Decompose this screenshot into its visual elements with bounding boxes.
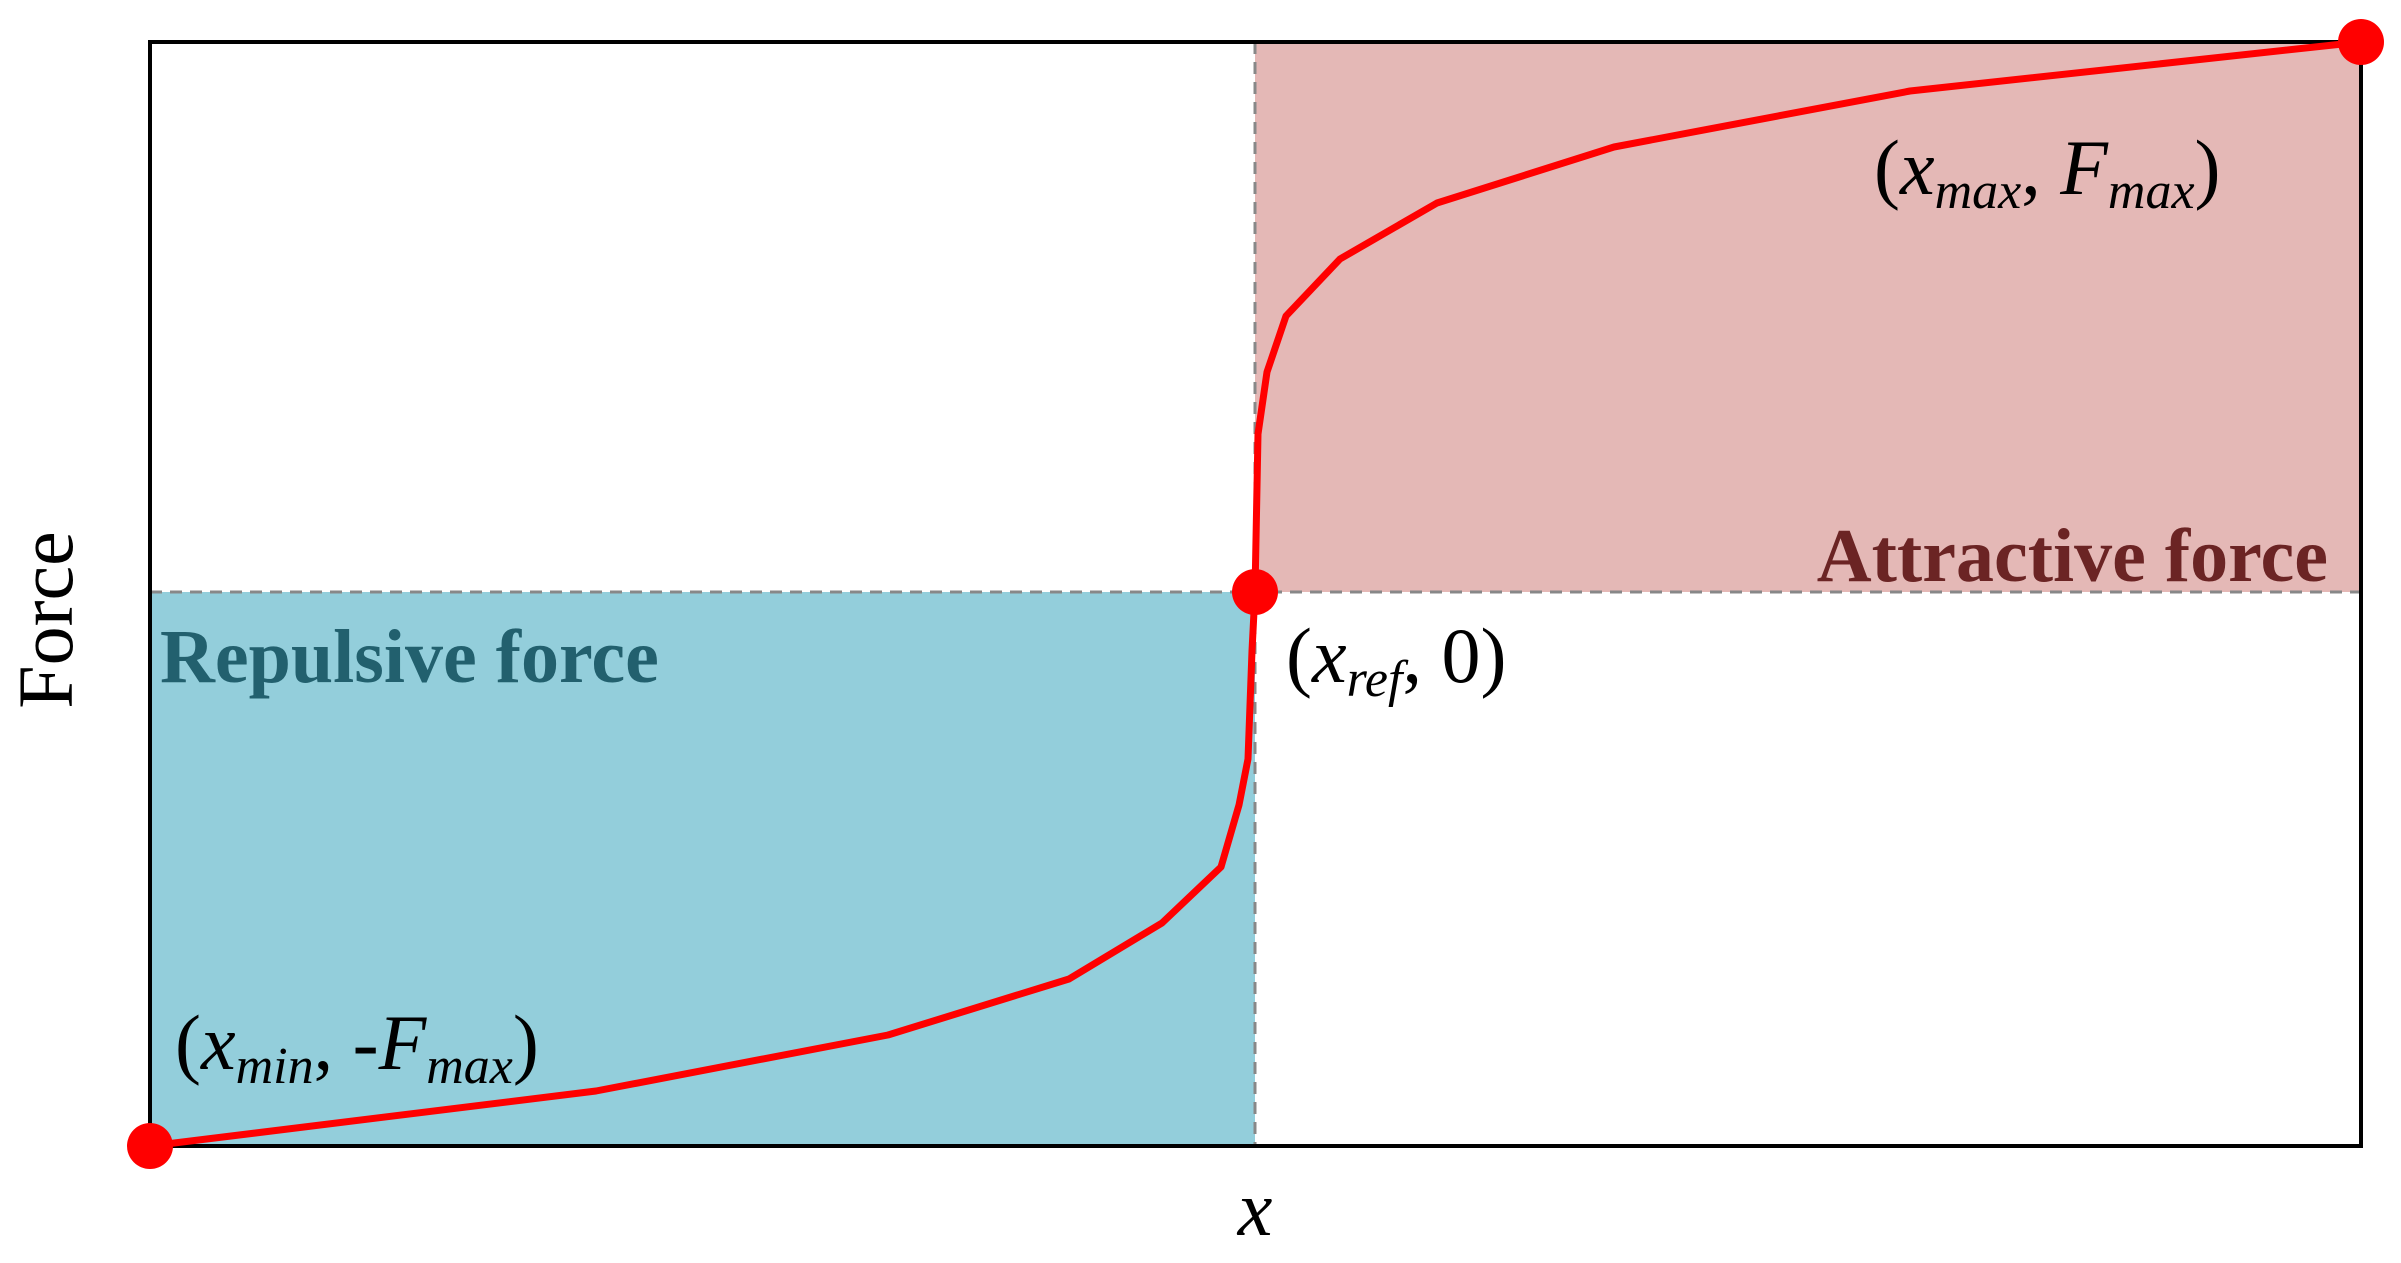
var: x: [200, 999, 236, 1086]
max-point: [2338, 19, 2384, 65]
separator: ,: [2021, 124, 2060, 211]
y-axis-label: Force: [2, 531, 89, 709]
min-point: [127, 1123, 173, 1169]
repulsive-region: [150, 592, 1255, 1146]
subscript: max: [2108, 163, 2195, 220]
paren: (: [175, 999, 201, 1086]
paren: ): [513, 999, 539, 1086]
var: F: [378, 999, 428, 1086]
attractive-region: [1255, 42, 2361, 592]
subscript: min: [236, 1038, 314, 1095]
x-axis-label: x: [1237, 1165, 1273, 1252]
var: x: [1899, 124, 1935, 211]
max-annotation: (xmax, Fmax): [1874, 124, 2221, 220]
paren: (: [1874, 124, 1900, 211]
min-annotation: (xmin, -Fmax): [175, 999, 539, 1095]
subscript: max: [426, 1038, 513, 1095]
force-curve: [149, 38, 2362, 1150]
repulsive-label: Repulsive force: [160, 615, 659, 699]
subscript: max: [1935, 163, 2022, 220]
attractive-label: Attractive force: [1817, 514, 2328, 598]
separator: , -: [314, 999, 379, 1086]
paren: ): [2195, 124, 2221, 211]
separator: , 0): [1402, 612, 1506, 699]
var: x: [1311, 612, 1347, 699]
subscript: ref: [1347, 651, 1409, 708]
ref-annotation: (xref, 0): [1286, 612, 1506, 708]
var: F: [2059, 124, 2109, 211]
paren: (: [1286, 612, 1312, 699]
ref-point: [1232, 569, 1278, 615]
plot-frame: [148, 40, 2363, 1148]
